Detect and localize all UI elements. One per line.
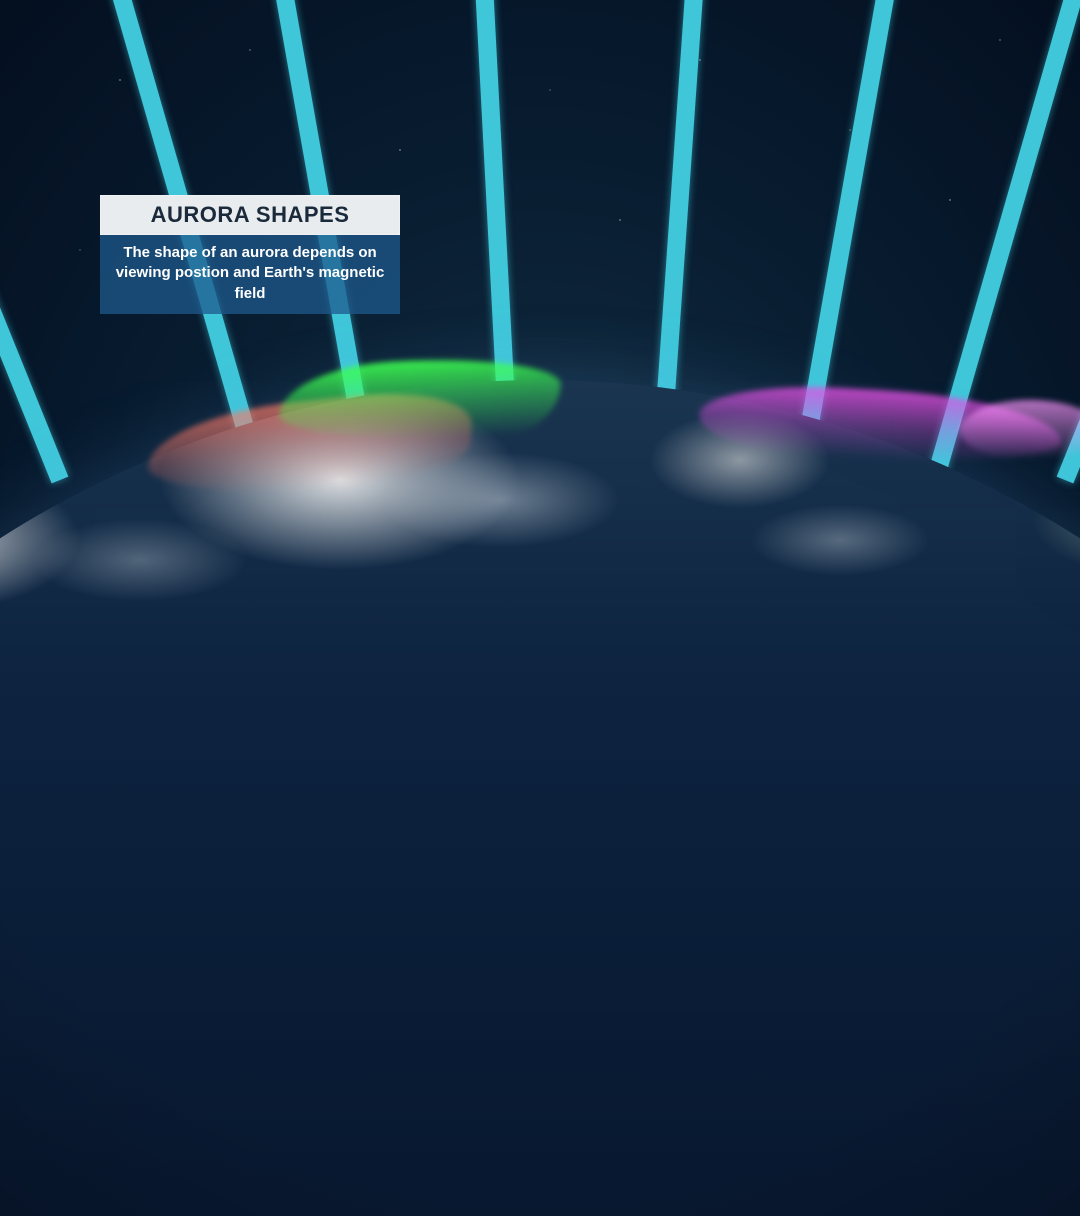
callout-title: AURORA SHAPES <box>100 195 400 235</box>
info-callout: AURORA SHAPES The shape of an aurora dep… <box>100 195 400 314</box>
callout-description: The shape of an aurora depends on viewin… <box>100 235 400 314</box>
earth-sphere <box>0 380 1080 1216</box>
